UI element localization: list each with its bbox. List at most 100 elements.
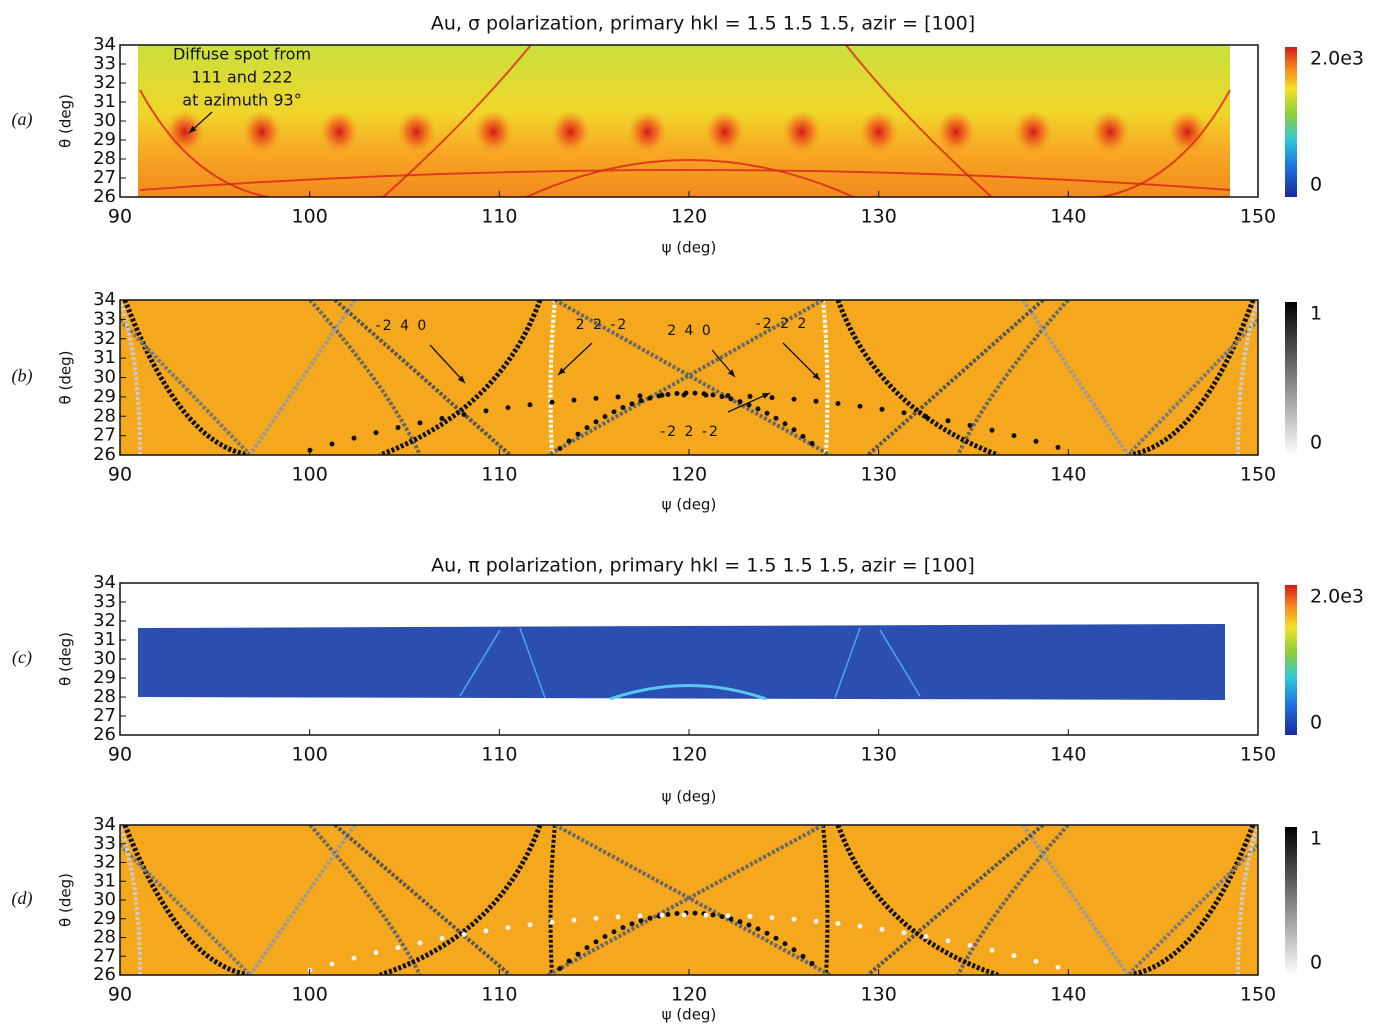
y-tick-label: 29 [93, 667, 116, 688]
scatter-line [1021, 300, 1130, 455]
x-tick-label: 120 [671, 206, 707, 228]
scatter-dot [692, 390, 698, 396]
x-tick-label: 120 [671, 464, 707, 486]
x-tick-label: 130 [861, 984, 897, 1006]
scatter-dot [764, 930, 770, 936]
diffuse-spot [550, 110, 591, 154]
scatter-dot [638, 398, 644, 404]
colorbar-tick-label: 2.0e3 [1310, 48, 1364, 70]
scatter-line [1021, 825, 1130, 975]
scatter-dot [665, 391, 671, 397]
scatter-dot [620, 925, 626, 931]
scatter-dot [725, 393, 731, 399]
y-tick-label: 27 [93, 167, 116, 188]
scatter-dot [329, 961, 335, 967]
scatter-line [956, 300, 1070, 455]
y-axis-label: θ (deg) [57, 94, 75, 148]
scatter-dot [737, 919, 743, 925]
scatter-dot [782, 941, 788, 947]
panel-label: (d) [12, 888, 33, 909]
scatter-dot [769, 395, 775, 401]
scatter-dot [719, 914, 725, 920]
y-tick-label: 28 [93, 405, 116, 426]
scatter-dot [703, 392, 709, 398]
scatter-line [120, 318, 252, 455]
x-tick-label: 90 [108, 206, 132, 228]
scatter-dot [755, 926, 761, 932]
x-tick-label: 140 [1050, 744, 1086, 766]
scatter-dot [549, 919, 555, 925]
colorbar-tick-label: 2.0e3 [1310, 586, 1364, 608]
scatter-dot [719, 394, 725, 400]
colorbar [1285, 47, 1297, 197]
scatter-dot [351, 435, 357, 441]
scatter-dot [791, 396, 797, 402]
arrow-head [558, 367, 566, 375]
scatter-dot [791, 947, 797, 953]
scatter-line [459, 629, 501, 697]
arrow-head [189, 125, 197, 133]
diffuse-spot [473, 110, 514, 154]
scatter-dot [584, 945, 590, 951]
y-tick-label: 30 [93, 110, 116, 131]
scatter-dot [1055, 964, 1061, 970]
x-tick-label: 90 [108, 464, 132, 486]
scatter-dot [373, 430, 379, 436]
scatter-dot [611, 929, 617, 935]
colorbar-tick-label: 1 [1310, 303, 1322, 325]
scatter-dot [728, 916, 734, 922]
scatter-line [834, 627, 861, 699]
arrow-head [727, 369, 735, 377]
scatter-dot [901, 410, 907, 416]
scatter-dot [566, 438, 572, 444]
scatter-dot [809, 440, 815, 446]
y-tick-label: 26 [93, 186, 116, 207]
scatter-dot [505, 925, 511, 931]
scatter-dot [1011, 953, 1017, 959]
panel-label: (a) [12, 109, 33, 130]
scatter-dot [835, 921, 841, 927]
scatter-dot [813, 918, 819, 924]
scatter-line [122, 300, 251, 455]
y-tick-label: 26 [93, 964, 116, 985]
x-tick-label: 90 [108, 984, 132, 1006]
scatter-dot [629, 401, 635, 407]
scatter-dot [527, 922, 533, 928]
x-tick-label: 150 [1240, 464, 1276, 486]
scatter-dot [791, 916, 797, 922]
scatter-line [379, 825, 543, 975]
scatter-dot [703, 912, 709, 918]
scatter-line [835, 825, 999, 975]
scatter-dot [710, 392, 716, 398]
scatter-line [548, 825, 557, 975]
scatter-dot [439, 935, 445, 941]
x-axis-label: ψ (deg) [662, 496, 717, 514]
scatter-dot [615, 914, 621, 920]
scatter-arc [381, 45, 533, 197]
scatter-dot [1033, 958, 1039, 964]
y-axis-label: θ (deg) [57, 873, 75, 927]
scatter-dot [857, 403, 863, 409]
annotation: -2 2 2 [756, 316, 809, 332]
scatter-line [333, 825, 512, 975]
x-tick-label: 110 [481, 464, 517, 486]
diffuse-spot [1013, 110, 1054, 154]
scatter-line [548, 300, 557, 455]
scatter-line [1236, 300, 1258, 455]
scatter-dot [602, 934, 608, 940]
annotation: at azimuth 93° [182, 91, 301, 110]
x-tick-label: 150 [1240, 206, 1276, 228]
scatter-dot [665, 911, 671, 917]
x-tick-label: 110 [481, 744, 517, 766]
y-tick-label: 34 [93, 814, 116, 835]
scatter-arc [844, 45, 994, 197]
y-tick-label: 29 [93, 129, 116, 150]
scatter-dot [710, 912, 716, 918]
colorbar [1285, 827, 1297, 975]
scatter-dot [527, 402, 533, 408]
scatter-arc [524, 159, 856, 197]
scatter-dot [575, 951, 581, 957]
x-tick-label: 120 [671, 984, 707, 1006]
scatter-dot [923, 414, 929, 420]
